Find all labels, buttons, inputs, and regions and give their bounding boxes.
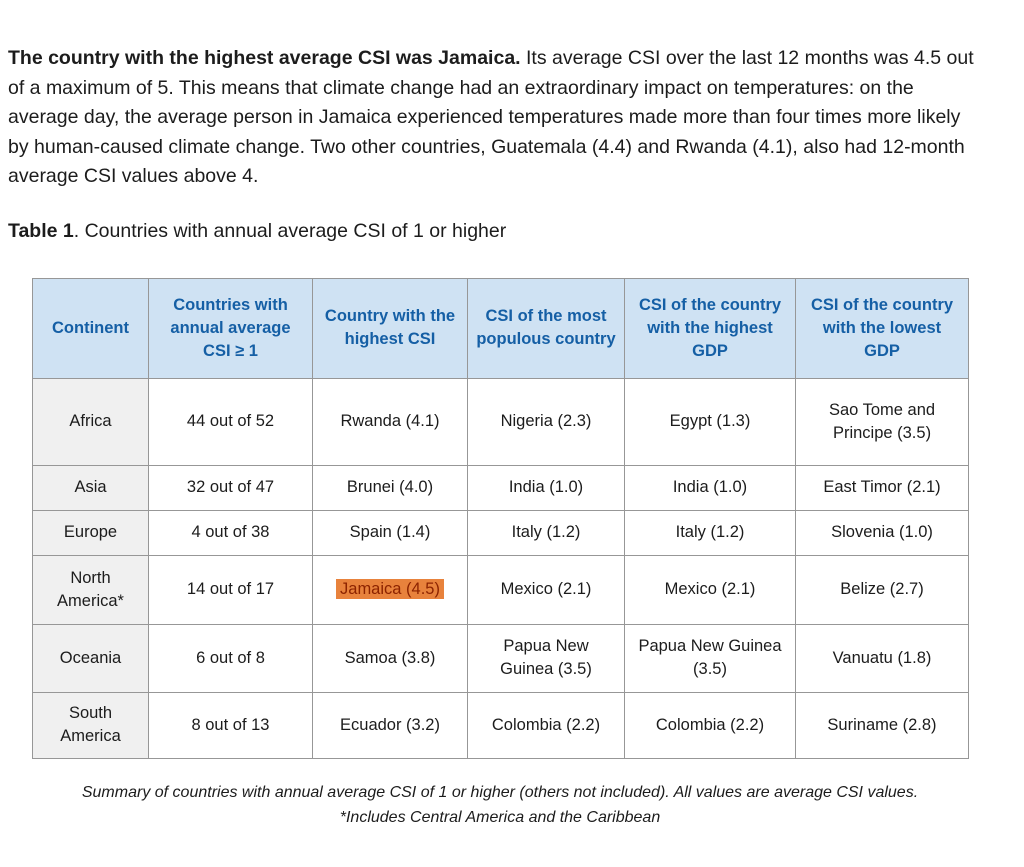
table-cell: India (1.0)	[467, 464, 625, 511]
table-caption-label: Table 1	[8, 219, 74, 242]
table-cell: Mexico (2.1)	[467, 554, 625, 625]
column-header-3: CSI of the most populous country	[467, 277, 625, 379]
row-header: Europe	[32, 509, 149, 556]
table-cell: Colombia (2.2)	[467, 691, 625, 759]
table-cell: Rwanda (4.1)	[312, 377, 468, 466]
highlighted-value: Jamaica (4.5)	[336, 579, 444, 599]
table-row-3: North America* 14 out of 17 Jamaica (4.5) M…	[32, 554, 969, 625]
column-header-2: Country with the highest CSI	[312, 277, 468, 379]
intro-body-text: Its average CSI over the last 12 months …	[8, 47, 974, 187]
intro-bold-lead: The country with the highest average CSI…	[8, 47, 521, 69]
table-cell: Suriname (2.8)	[795, 691, 969, 759]
table-cell: Mexico (2.1)	[624, 554, 796, 625]
table-cell: Slovenia (1.0)	[795, 509, 969, 556]
table-cell: East Timor (2.1)	[795, 464, 969, 511]
row-header: Oceania	[32, 623, 149, 693]
table-cell: Egypt (1.3)	[624, 377, 796, 466]
table-cell: 14 out of 17	[148, 554, 313, 625]
row-header: South America	[32, 691, 149, 759]
table-cell: 4 out of 38	[148, 509, 313, 556]
csi-table: Continent Countries with annual average C…	[32, 277, 969, 759]
table-cell: India (1.0)	[624, 464, 796, 511]
table-caption-text: . Countries with annual average CSI of 1…	[73, 219, 507, 242]
table-row-5: South America 8 out of 13 Ecuador (3.2) Col…	[32, 691, 969, 759]
column-header-5: CSI of the country with the lowest GDP	[795, 277, 969, 379]
table-body: Africa 44 out of 52 Rwanda (4.1) Nigeria (2…	[32, 377, 969, 759]
table-cell: 44 out of 52	[148, 377, 313, 466]
table-header-row: Continent Countries with annual average C…	[32, 277, 969, 379]
table-row-2: Europe 4 out of 38 Spain (1.4) Italy (1.2) I…	[32, 509, 969, 556]
table-cell: Italy (1.2)	[624, 509, 796, 556]
table-cell: Papua New Guinea (3.5)	[624, 623, 796, 693]
table-cell: 32 out of 47	[148, 464, 313, 511]
table-cell: Belize (2.7)	[795, 554, 969, 625]
row-header: Asia	[32, 464, 149, 511]
column-header-1: Countries with annual average CSI ≥ 1	[148, 277, 313, 379]
row-header: Africa	[32, 377, 149, 466]
footnote-line-1: Summary of countries with annual average…	[81, 783, 919, 801]
table-cell: Nigeria (2.3)	[467, 377, 625, 466]
table-row-0: Africa 44 out of 52 Rwanda (4.1) Nigeria (2…	[32, 377, 969, 466]
table-row-4: Oceania 6 out of 8 Samoa (3.8) Papua New Gu…	[32, 623, 969, 693]
table-cell: Vanuatu (1.8)	[795, 623, 969, 693]
table-cell: Ecuador (3.2)	[312, 691, 468, 759]
table-row-1: Asia 32 out of 47 Brunei (4.0) India (1.0) I…	[32, 464, 969, 511]
table-cell: Sao Tome and Principe (3.5)	[795, 377, 969, 466]
table-cell: 6 out of 8	[148, 623, 313, 693]
table-cell: 8 out of 13	[148, 691, 313, 759]
table-header: Continent Countries with annual average C…	[32, 277, 969, 379]
table-footnote: Summary of countries with annual average…	[32, 780, 968, 830]
table-cell: Spain (1.4)	[312, 509, 468, 556]
page: The country with the highest average CSI…	[8, 44, 996, 830]
table-cell: Jamaica (4.5)	[312, 554, 468, 625]
intro-paragraph: The country with the highest average CSI…	[8, 44, 986, 192]
table-caption: Table 1. Countries with annual average C…	[8, 217, 996, 246]
table-cell: Colombia (2.2)	[624, 691, 796, 759]
table-cell: Italy (1.2)	[467, 509, 625, 556]
table-cell: Papua New Guinea (3.5)	[467, 623, 625, 693]
table-cell: Samoa (3.8)	[312, 623, 468, 693]
column-header-0: Continent	[32, 277, 149, 379]
row-header: North America*	[32, 554, 149, 625]
footnote-line-2: *Includes Central America and the Caribb…	[339, 808, 661, 826]
column-header-4: CSI of the country with the highest GDP	[624, 277, 796, 379]
table-cell: Brunei (4.0)	[312, 464, 468, 511]
